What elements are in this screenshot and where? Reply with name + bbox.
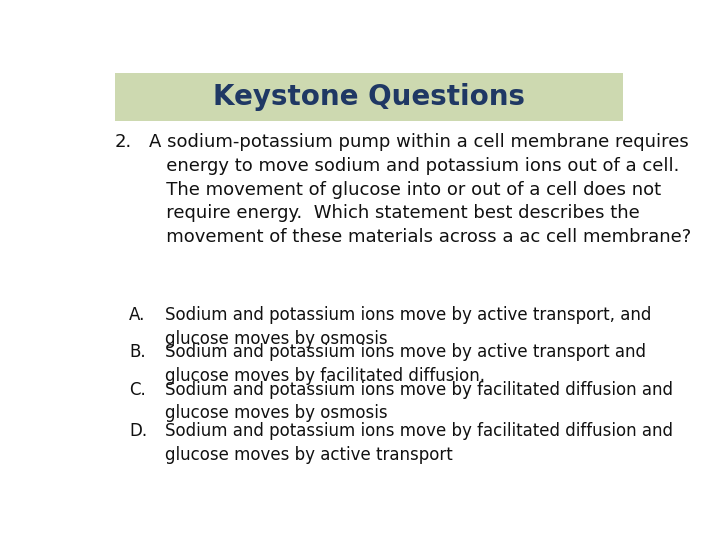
Text: A.: A.: [129, 306, 145, 324]
Text: C.: C.: [129, 381, 146, 399]
Text: A sodium-potassium pump within a cell membrane requires
   energy to move sodium: A sodium-potassium pump within a cell me…: [148, 133, 691, 246]
Text: 2.: 2.: [115, 133, 132, 151]
Text: B.: B.: [129, 343, 145, 361]
Text: Keystone Questions: Keystone Questions: [213, 83, 525, 111]
Text: Sodium and potassium ions move by facilitated diffusion and
glucose moves by act: Sodium and potassium ions move by facili…: [166, 422, 673, 464]
Text: D.: D.: [129, 422, 147, 441]
Text: Sodium and potassium ions move by facilitated diffusion and
glucose moves by osm: Sodium and potassium ions move by facili…: [166, 381, 673, 422]
Bar: [115, 73, 623, 121]
Text: Sodium and potassium ions move by active transport and
glucose moves by facilita: Sodium and potassium ions move by active…: [166, 343, 647, 385]
Text: Sodium and potassium ions move by active transport, and
glucose moves by osmosis: Sodium and potassium ions move by active…: [166, 306, 652, 348]
